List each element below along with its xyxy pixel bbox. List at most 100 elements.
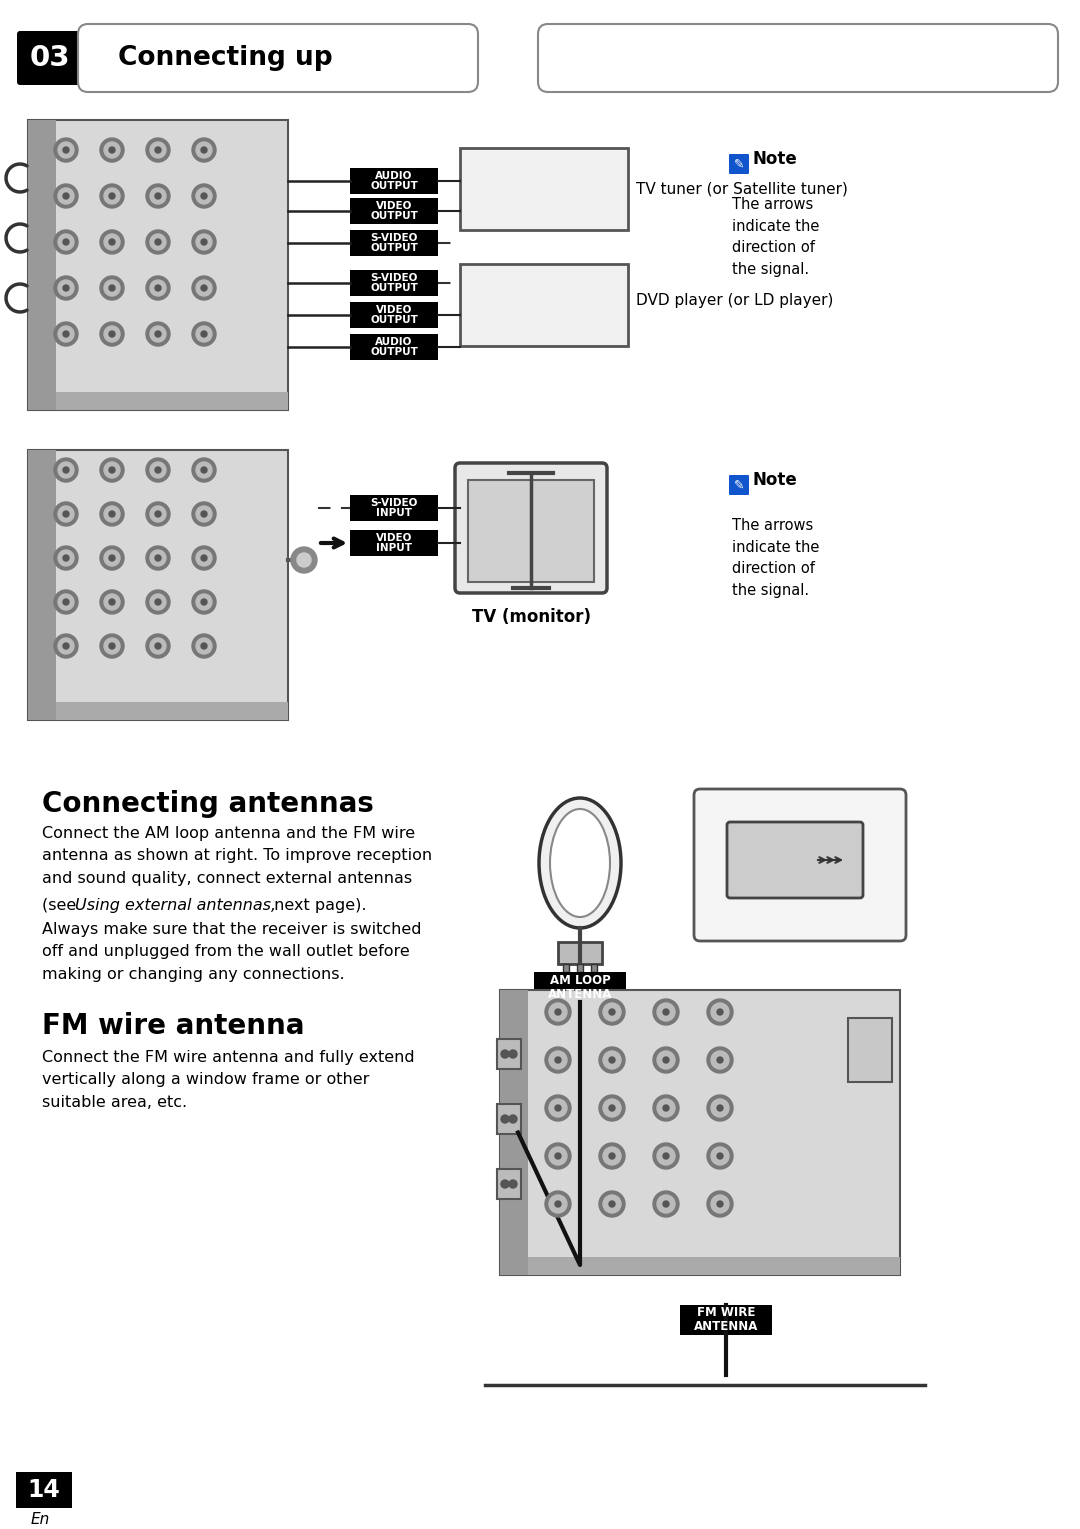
Circle shape (195, 550, 212, 566)
Circle shape (657, 1099, 675, 1118)
Circle shape (663, 1009, 669, 1015)
Circle shape (195, 506, 212, 521)
Circle shape (100, 546, 124, 570)
Circle shape (58, 234, 75, 251)
Circle shape (146, 277, 170, 300)
Circle shape (711, 1003, 729, 1021)
FancyBboxPatch shape (497, 1104, 521, 1135)
FancyBboxPatch shape (591, 963, 597, 972)
Text: Note: Note (752, 471, 797, 489)
FancyBboxPatch shape (497, 1040, 521, 1069)
Circle shape (201, 147, 207, 153)
Circle shape (711, 1050, 729, 1069)
Circle shape (707, 1144, 733, 1170)
Circle shape (54, 277, 78, 300)
Circle shape (63, 599, 69, 605)
Circle shape (104, 462, 120, 479)
Ellipse shape (539, 798, 621, 928)
Circle shape (707, 998, 733, 1024)
Circle shape (104, 326, 120, 342)
Circle shape (545, 998, 571, 1024)
Circle shape (707, 1191, 733, 1217)
Circle shape (156, 599, 161, 605)
FancyBboxPatch shape (680, 1304, 772, 1335)
Circle shape (58, 506, 75, 521)
Text: The arrows
indicate the
direction of
the signal.: The arrows indicate the direction of the… (732, 518, 820, 598)
Circle shape (104, 280, 120, 297)
FancyBboxPatch shape (350, 531, 438, 557)
FancyBboxPatch shape (28, 119, 288, 410)
Circle shape (109, 330, 114, 336)
Circle shape (599, 1047, 625, 1073)
Circle shape (109, 193, 114, 199)
Circle shape (58, 550, 75, 566)
Circle shape (603, 1147, 621, 1165)
Circle shape (156, 147, 161, 153)
Circle shape (150, 462, 166, 479)
Circle shape (156, 466, 161, 472)
Circle shape (201, 555, 207, 561)
FancyBboxPatch shape (28, 450, 288, 720)
Text: Always make sure that the receiver is switched
off and unplugged from the wall o: Always make sure that the receiver is sw… (42, 922, 421, 982)
Circle shape (109, 644, 114, 648)
FancyBboxPatch shape (468, 480, 594, 583)
FancyBboxPatch shape (727, 823, 863, 898)
FancyBboxPatch shape (78, 24, 478, 92)
Circle shape (58, 142, 75, 157)
Circle shape (58, 188, 75, 203)
Circle shape (100, 502, 124, 526)
Circle shape (104, 550, 120, 566)
Circle shape (63, 466, 69, 472)
Circle shape (201, 511, 207, 517)
FancyBboxPatch shape (497, 1170, 521, 1199)
Circle shape (195, 234, 212, 251)
Circle shape (555, 1200, 561, 1206)
Circle shape (109, 466, 114, 472)
Circle shape (717, 1105, 723, 1112)
Circle shape (54, 459, 78, 482)
Text: AUDIO
OUTPUT: AUDIO OUTPUT (370, 336, 418, 358)
Text: AUDIO
OUTPUT: AUDIO OUTPUT (370, 171, 418, 191)
Circle shape (63, 555, 69, 561)
Circle shape (63, 284, 69, 291)
Circle shape (195, 280, 212, 297)
Circle shape (104, 506, 120, 521)
FancyBboxPatch shape (350, 168, 438, 194)
Circle shape (192, 229, 216, 254)
Circle shape (58, 280, 75, 297)
Circle shape (54, 502, 78, 526)
Circle shape (54, 590, 78, 615)
Circle shape (711, 1099, 729, 1118)
Circle shape (109, 511, 114, 517)
Text: 14: 14 (28, 1479, 60, 1501)
Circle shape (192, 546, 216, 570)
Circle shape (150, 593, 166, 610)
Circle shape (717, 1057, 723, 1063)
Circle shape (501, 1180, 509, 1188)
Circle shape (192, 590, 216, 615)
Circle shape (156, 193, 161, 199)
Text: ✎: ✎ (733, 157, 744, 171)
Text: 03: 03 (29, 44, 70, 72)
Circle shape (545, 1047, 571, 1073)
Circle shape (100, 138, 124, 162)
Circle shape (501, 1050, 509, 1058)
Text: TV tuner (or Satellite tuner): TV tuner (or Satellite tuner) (636, 182, 848, 197)
Circle shape (150, 234, 166, 251)
Circle shape (58, 593, 75, 610)
FancyBboxPatch shape (28, 450, 56, 720)
Circle shape (609, 1200, 615, 1206)
Circle shape (100, 459, 124, 482)
Circle shape (100, 635, 124, 657)
Circle shape (657, 1050, 675, 1069)
Circle shape (663, 1153, 669, 1159)
Text: S-VIDEO
INPUT: S-VIDEO INPUT (370, 497, 418, 518)
Circle shape (599, 1095, 625, 1121)
Circle shape (711, 1196, 729, 1212)
Circle shape (54, 138, 78, 162)
Circle shape (54, 323, 78, 346)
FancyBboxPatch shape (350, 197, 438, 225)
Circle shape (195, 638, 212, 654)
Circle shape (201, 330, 207, 336)
Circle shape (717, 1200, 723, 1206)
